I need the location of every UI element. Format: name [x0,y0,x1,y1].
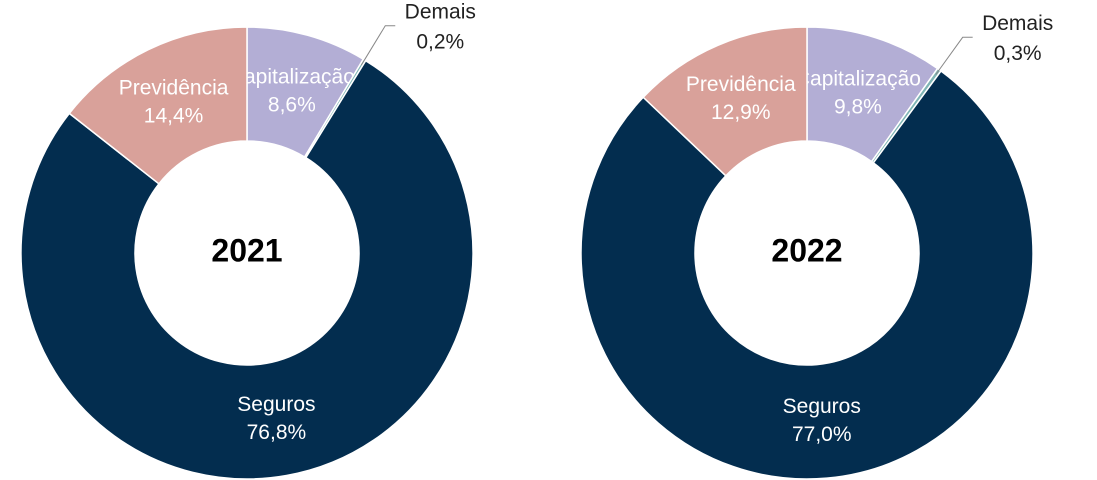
slice-value: 0,2% [416,30,464,53]
slice-label: Seguros [237,393,315,416]
slice-label: Demais [982,12,1053,35]
leader-line [935,36,973,75]
donut-slice [68,26,248,185]
slice-value: 14,4% [144,104,204,127]
donut-slice [642,26,808,177]
leader-line [360,25,396,66]
chart-title: 2022 [771,232,842,268]
slice-value: 12,9% [711,101,771,124]
slice-label: Capitalização [795,67,921,90]
slice-label: Previdência [686,73,796,96]
slice-value: 8,6% [268,94,316,117]
donut-slice [580,69,1034,480]
slice-value: 76,8% [247,421,307,444]
slice-label: Seguros [783,395,861,418]
slice-value: 9,8% [834,95,882,118]
donut-slice [20,59,474,480]
slice-value: 77,0% [792,423,852,446]
slice-label: Demais [405,0,476,23]
slice-value: 0,3% [994,42,1042,65]
slice-label: Capitalização [229,66,355,89]
slice-label: Previdência [119,76,229,99]
chart-title: 2021 [211,232,282,268]
